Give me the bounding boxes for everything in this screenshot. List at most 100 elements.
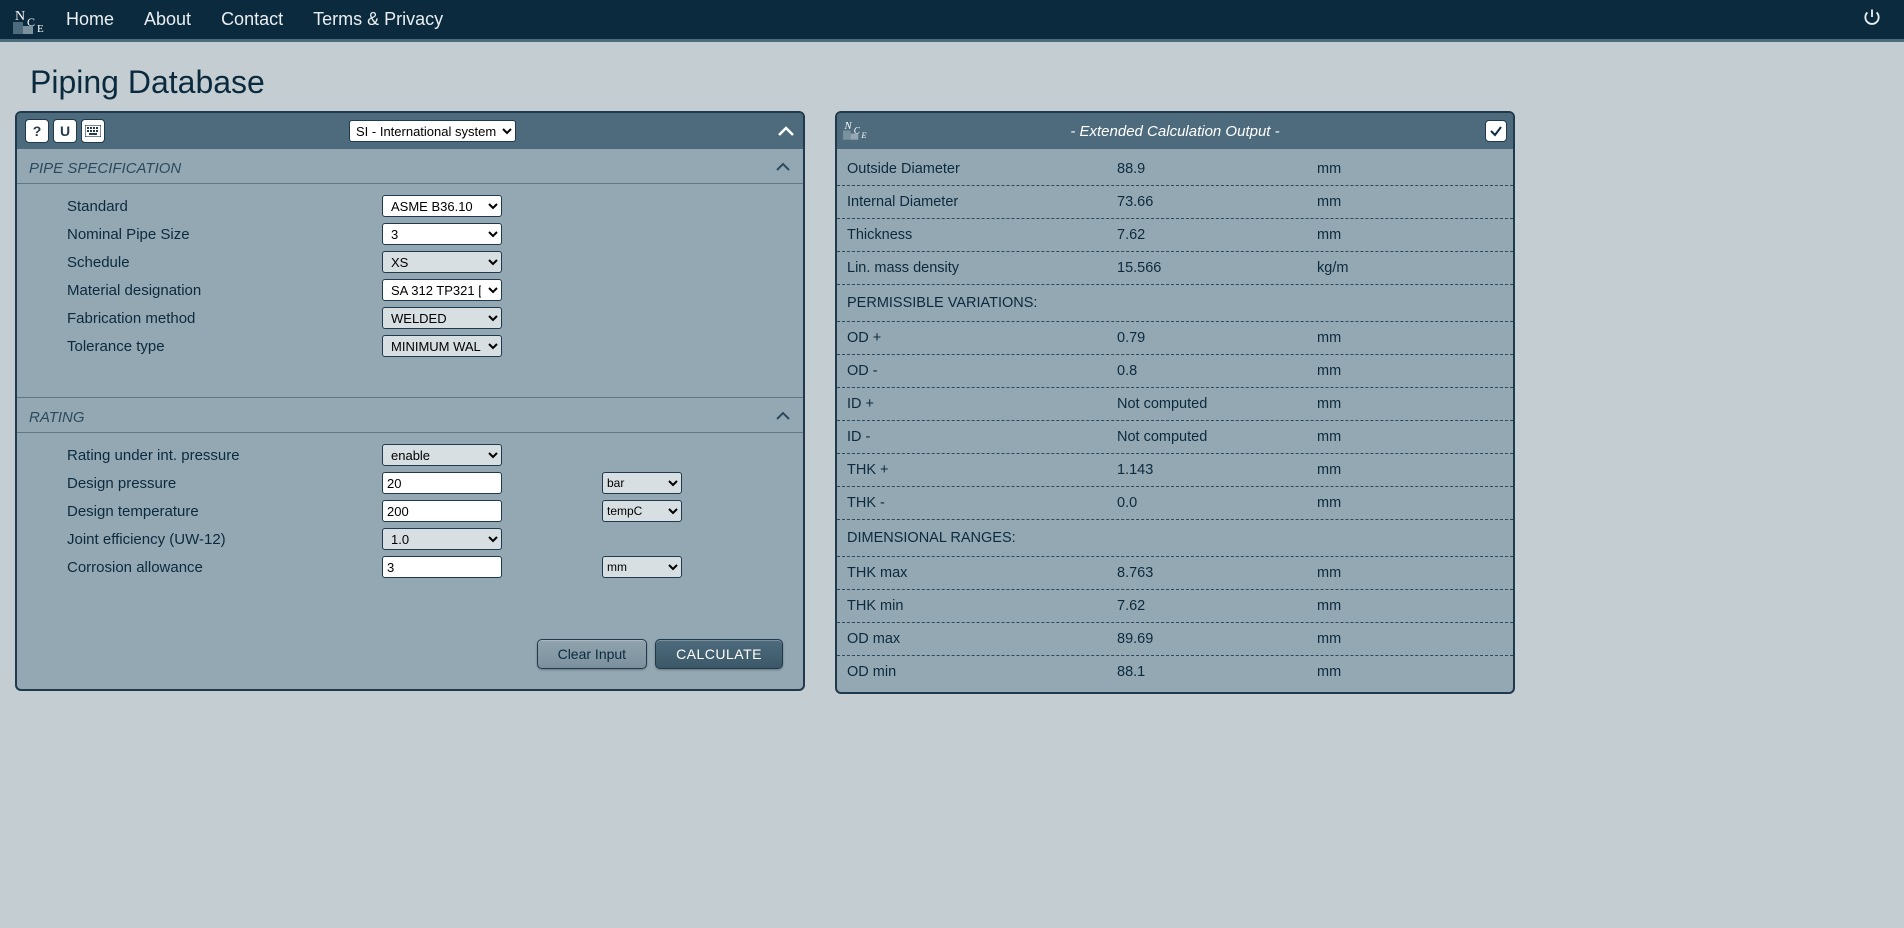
select-material[interactable]: SA 312 TP321 [G5] xyxy=(382,279,502,301)
page-title: Piping Database xyxy=(0,42,1904,111)
output-panel-header: N C E - Extended Calculation Output - xyxy=(837,113,1513,149)
output-unit: mm xyxy=(1317,565,1503,581)
nav-terms[interactable]: Terms & Privacy xyxy=(313,9,443,30)
input-panel-header: ? U SI - International system xyxy=(17,113,803,149)
help-button[interactable]: ? xyxy=(25,119,49,143)
input-dt[interactable] xyxy=(382,500,502,522)
collapse-spec-icon[interactable] xyxy=(775,159,791,177)
output-row: Internal Diameter73.66mm xyxy=(837,185,1513,218)
label-dp: Design pressure xyxy=(67,475,382,492)
units-button[interactable]: U xyxy=(53,119,77,143)
nav-home[interactable]: Home xyxy=(66,9,114,30)
output-label: OD - xyxy=(847,363,1117,379)
output-value: 88.1 xyxy=(1117,664,1317,680)
select-schedule[interactable]: XS xyxy=(382,251,502,273)
output-unit: mm xyxy=(1317,161,1503,177)
output-unit: mm xyxy=(1317,227,1503,243)
input-corr[interactable] xyxy=(382,556,502,578)
output-label: THK max xyxy=(847,565,1117,581)
svg-text:N: N xyxy=(15,9,25,24)
output-value: Not computed xyxy=(1117,429,1317,445)
output-value: 0.8 xyxy=(1117,363,1317,379)
output-label: Outside Diameter xyxy=(847,161,1117,177)
nav-contact[interactable]: Contact xyxy=(221,9,283,30)
svg-text:E: E xyxy=(860,131,866,140)
label-jeff: Joint efficiency (UW-12) xyxy=(67,531,382,548)
output-row: ID +Not computedmm xyxy=(837,387,1513,420)
nav-about[interactable]: About xyxy=(144,9,191,30)
output-label: ID - xyxy=(847,429,1117,445)
clear-input-button[interactable]: Clear Input xyxy=(537,639,647,669)
output-value: 7.62 xyxy=(1117,598,1317,614)
output-unit: mm xyxy=(1317,194,1503,210)
output-row: THK min7.62mm xyxy=(837,589,1513,622)
output-value: 8.763 xyxy=(1117,565,1317,581)
collapse-panel-icon[interactable] xyxy=(777,121,795,142)
output-unit: mm xyxy=(1317,396,1503,412)
power-icon[interactable] xyxy=(1862,7,1882,33)
section-title-spec: PIPE SPECIFICATION xyxy=(29,160,181,177)
unit-dt[interactable]: tempC xyxy=(602,500,682,522)
spec-form: Standard ASME B36.10 Nominal Pipe Size 3… xyxy=(17,184,803,368)
label-rating-ip: Rating under int. pressure xyxy=(67,447,382,464)
output-panel: N C E - Extended Calculation Output - Ou… xyxy=(835,111,1515,694)
output-unit: mm xyxy=(1317,429,1503,445)
output-section-header: DIMENSIONAL RANGES: xyxy=(837,519,1513,556)
output-unit: mm xyxy=(1317,598,1503,614)
confirm-output-button[interactable] xyxy=(1485,120,1507,142)
label-corr: Corrosion allowance xyxy=(67,559,382,576)
output-value: Not computed xyxy=(1117,396,1317,412)
unit-dp[interactable]: bar xyxy=(602,472,682,494)
collapse-rating-icon[interactable] xyxy=(775,408,791,426)
output-value: 89.69 xyxy=(1117,631,1317,647)
output-row: ID -Not computedmm xyxy=(837,420,1513,453)
output-row: Thickness7.62mm xyxy=(837,218,1513,251)
output-label: THK - xyxy=(847,495,1117,511)
output-label: OD max xyxy=(847,631,1117,647)
logo-small: N C E xyxy=(843,118,869,144)
section-header-rating: RATING xyxy=(17,398,803,433)
input-dp[interactable] xyxy=(382,472,502,494)
output-grid: Outside Diameter88.9mmInternal Diameter7… xyxy=(837,149,1513,692)
output-label: Lin. mass density xyxy=(847,260,1117,276)
output-row: THK max8.763mm xyxy=(837,556,1513,589)
output-section-header: PERMISSIBLE VARIATIONS: xyxy=(837,284,1513,321)
svg-text:C: C xyxy=(27,15,35,29)
output-unit: mm xyxy=(1317,330,1503,346)
label-fab: Fabrication method xyxy=(67,310,382,327)
output-row: OD +0.79mm xyxy=(837,321,1513,354)
output-label: Internal Diameter xyxy=(847,194,1117,210)
output-value: 7.62 xyxy=(1117,227,1317,243)
select-fab[interactable]: WELDED xyxy=(382,307,502,329)
output-value: 0.79 xyxy=(1117,330,1317,346)
select-rating-ip[interactable]: enable xyxy=(382,444,502,466)
select-standard[interactable]: ASME B36.10 xyxy=(382,195,502,217)
output-label: ID + xyxy=(847,396,1117,412)
select-jeff[interactable]: 1.0 xyxy=(382,528,502,550)
output-unit: mm xyxy=(1317,363,1503,379)
unit-corr[interactable]: mm xyxy=(602,556,682,578)
unit-system-select[interactable]: SI - International system xyxy=(349,120,516,142)
label-material: Material designation xyxy=(67,282,382,299)
output-value: 88.9 xyxy=(1117,161,1317,177)
input-panel: ? U SI - International system PIPE SPECI… xyxy=(15,111,805,691)
output-value: 0.0 xyxy=(1117,495,1317,511)
keyboard-button[interactable] xyxy=(81,119,105,143)
output-label: Thickness xyxy=(847,227,1117,243)
output-row: THK +1.143mm xyxy=(837,453,1513,486)
output-label: OD min xyxy=(847,664,1117,680)
select-nps[interactable]: 3 xyxy=(382,223,502,245)
output-row: OD -0.8mm xyxy=(837,354,1513,387)
output-unit: mm xyxy=(1317,631,1503,647)
output-unit: mm xyxy=(1317,495,1503,511)
logo: N C E xyxy=(12,5,48,35)
output-value: 1.143 xyxy=(1117,462,1317,478)
rating-form: Rating under int. pressure enable Design… xyxy=(17,433,803,589)
output-panel-title: - Extended Calculation Output - xyxy=(1070,123,1279,140)
top-nav: N C E Home About Contact Terms & Privacy xyxy=(0,0,1904,42)
output-unit: kg/m xyxy=(1317,260,1503,276)
calculate-button[interactable]: CALCULATE xyxy=(655,639,783,669)
label-nps: Nominal Pipe Size xyxy=(67,226,382,243)
select-tol[interactable]: MINIMUM WALL xyxy=(382,335,502,357)
output-row: Outside Diameter88.9mm xyxy=(837,153,1513,185)
